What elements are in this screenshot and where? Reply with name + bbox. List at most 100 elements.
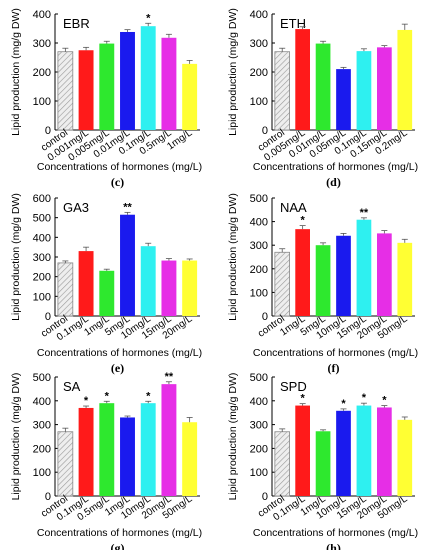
panel-letter: (d) [326,175,341,189]
chart-panel-ebr: 0 100 200 300 400 Lipid production (mg/g DW) E… [10,8,202,189]
panel-letter: (h) [326,541,341,550]
bar [397,419,413,496]
x-axis-title: Concentrations of hormones (mg/L) [253,161,418,173]
bar [377,233,392,316]
y-tick-label: 100 [33,467,51,479]
significance-mark: * [105,390,110,402]
y-axis-title: Lipid production (mg/g DW) [227,373,239,501]
bar [274,51,290,131]
bar [356,219,372,316]
x-axis-title: Concentrations of hormones (mg/L) [253,527,418,539]
y-tick-label: 200 [33,272,51,284]
panel-letter: (f) [328,361,340,375]
bar [120,214,135,316]
bar [295,29,310,130]
bar [397,29,413,131]
significance-mark: * [301,215,306,227]
x-axis-title: Concentrations of hormones (mg/L) [253,347,418,359]
significance-mark: * [362,392,367,404]
bar [78,407,94,496]
bar [99,403,115,496]
panel-label: SA [63,379,81,394]
bar [336,235,351,316]
bar [57,262,74,317]
y-axis-title: Lipid production (mg/g DW) [10,373,22,501]
y-tick-label: 400 [33,9,51,21]
bar [274,431,290,497]
bar [120,31,135,131]
y-tick-label: 300 [33,420,51,432]
bar [57,431,74,497]
significance-mark: ** [360,207,369,219]
bar [140,26,156,130]
chart-panel-spd: 0 100 200 300 400 500 Lipid production (mg/g D… [227,372,418,550]
y-tick-label: 200 [250,443,268,455]
y-tick-label: 400 [250,9,268,21]
x-axis-title: Concentrations of hormones (mg/L) [37,161,202,173]
bar [397,242,413,316]
y-tick-label: 300 [33,38,51,50]
bar [99,270,115,316]
y-tick-label: 500 [250,193,268,205]
bar [336,69,351,130]
bar [336,410,351,496]
y-tick-label: 200 [33,443,51,455]
bar [295,229,310,316]
y-tick-label: 0 [45,125,51,137]
x-axis-title: Concentrations of hormones (mg/L) [37,527,202,539]
y-tick-label: 0 [45,311,51,323]
y-axis-title: Lipid production (mg/g DW) [10,8,22,136]
panel-label: NAA [280,200,307,215]
bar [377,407,392,496]
significance-mark: * [84,395,89,407]
y-tick-label: 200 [250,264,268,276]
y-tick-label: 400 [33,232,51,244]
bar [140,246,156,316]
bar [377,47,392,130]
y-tick-label: 100 [250,467,268,479]
y-tick-label: 300 [250,240,268,252]
significance-mark: ** [123,201,132,213]
panel-label: GA3 [63,200,89,215]
y-axis-title: Lipid production (mg/g DW) [227,193,239,321]
chart-panel-ga3: 0 100 200 300 400 500 600 Lipid production (mg/… [10,193,202,375]
panel-label: EBR [63,16,90,31]
significance-mark: * [146,390,151,402]
bar [161,37,177,130]
y-tick-label: 300 [250,420,268,432]
panel-label: SPD [280,379,307,394]
y-tick-label: 400 [33,396,51,408]
bar [315,43,331,130]
bar [78,50,94,130]
bar [295,405,310,496]
y-tick-label: 400 [250,217,268,229]
y-tick-label: 0 [262,311,268,323]
bar [161,384,177,496]
bar [182,260,198,316]
y-tick-label: 0 [45,491,51,503]
bar [99,43,115,130]
bar [120,417,135,496]
x-axis-title: Concentrations of hormones (mg/L) [37,347,202,359]
bar [140,403,156,496]
significance-mark: ** [165,371,174,383]
bar [78,251,94,316]
y-tick-label: 500 [250,372,268,384]
bar [315,245,331,316]
y-tick-label: 300 [250,38,268,50]
bar [356,51,372,131]
y-tick-label: 400 [250,396,268,408]
chart-panel-sa: 0 100 200 300 400 500 Lipid production (mg/g D… [10,371,202,550]
bar [182,422,198,496]
y-tick-label: 0 [262,125,268,137]
significance-mark: * [341,398,346,410]
y-tick-label: 200 [250,67,268,79]
y-tick-label: 100 [250,287,268,299]
y-tick-label: 300 [33,252,51,264]
y-tick-label: 500 [33,372,51,384]
y-tick-label: 200 [33,67,51,79]
y-tick-label: 100 [33,291,51,303]
panel-letter: (e) [111,361,124,375]
y-tick-label: 100 [250,96,268,108]
